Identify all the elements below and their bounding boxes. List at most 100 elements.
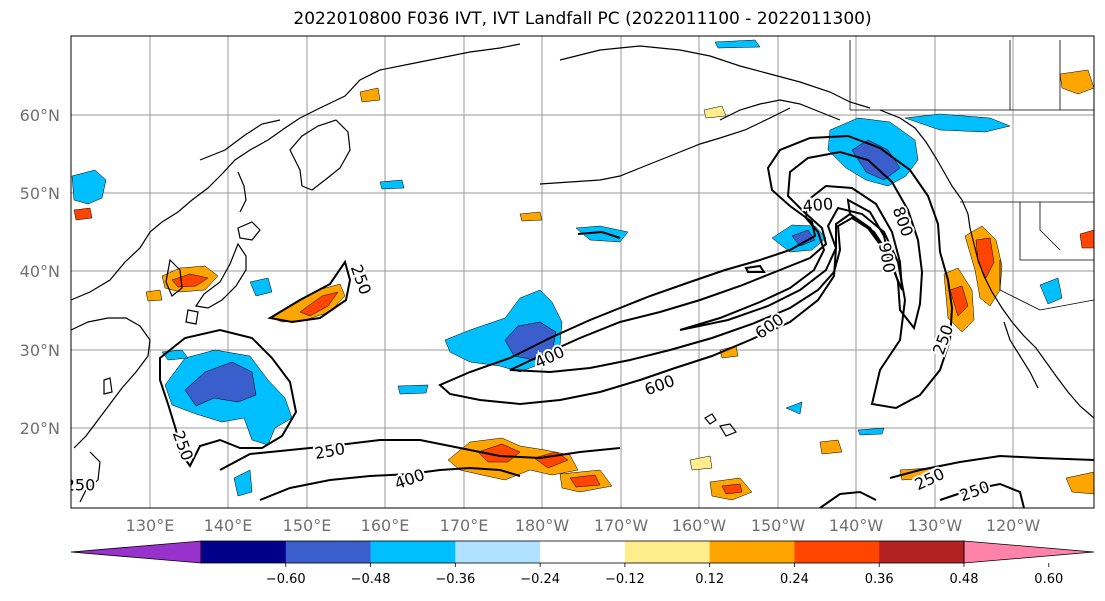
- contour-250-east: [889, 454, 1094, 479]
- pos-core-california-offshore: [949, 285, 969, 317]
- lon-label: 160°E: [361, 516, 410, 535]
- contour-250-south: [219, 439, 621, 471]
- coast-sakhalin: [237, 171, 247, 213]
- neg-region-japan-sea: [161, 349, 189, 361]
- pos-core-east-pacific: [721, 483, 743, 495]
- colorbar-segment: [794, 541, 880, 563]
- colorbar-segment: [455, 541, 541, 563]
- map-plot-area: [71, 36, 1094, 508]
- neg-region-small-a: [379, 179, 405, 190]
- coast-japan-kyushu: [185, 309, 199, 325]
- colorbar-segment: [709, 541, 795, 563]
- border-canada-provinces: [1009, 40, 1061, 110]
- graticule: [71, 36, 1094, 508]
- colorbar-segment: [540, 541, 626, 563]
- pos-region-east-tropics: [819, 439, 843, 455]
- pos-region-bering: [703, 105, 727, 119]
- lon-label: 130°W: [908, 516, 963, 535]
- lon-label: 160°W: [672, 516, 727, 535]
- contour-label: 400: [802, 194, 834, 216]
- neg-core-gulf-of-alaska: [851, 139, 901, 181]
- coast-philippines: [79, 451, 101, 503]
- coast-japan-honshu: [194, 242, 247, 309]
- neg-core-subtropical: [504, 321, 557, 361]
- colorbar-tick-label: −0.36: [435, 572, 475, 587]
- border-us-states-1: [1019, 202, 1094, 261]
- latitude-labels: 60°N 50°N 40°N 30°N 20°N: [20, 106, 60, 438]
- neg-region-hawaii-north: [575, 225, 629, 243]
- colorbar-extend-high: [963, 540, 1095, 564]
- contour-600-main: [679, 184, 903, 331]
- lon-label: 130°E: [126, 516, 175, 535]
- lat-label: 20°N: [20, 419, 60, 438]
- colorbar-segment: [879, 541, 965, 563]
- colorbar: −0.60 −0.48 −0.36 −0.24 −0.12 0.12 0.24 0.36 0.4…: [70, 540, 1095, 587]
- pos-region-small-e: [899, 467, 933, 481]
- colorbar-tick-label: −0.48: [351, 572, 391, 587]
- lon-label: 150°E: [283, 516, 332, 535]
- coast-japan-hokkaido: [237, 221, 261, 241]
- lon-label: 170°E: [440, 516, 489, 535]
- colorbar-extend-low: [70, 540, 202, 564]
- coast-hawaii: [704, 413, 737, 437]
- pos-region-small-f: [1079, 229, 1094, 249]
- coast-east-asia: [71, 43, 521, 301]
- contour-800: [846, 198, 891, 263]
- coast-china: [71, 317, 151, 449]
- political-borders: [849, 40, 1094, 311]
- pos-region-arctic: [359, 87, 381, 103]
- lat-label: 60°N: [20, 106, 60, 125]
- colorbar-tick-label: 0.60: [1034, 572, 1063, 587]
- colorbar-tick-label: −0.24: [520, 572, 560, 587]
- pos-region-small-d: [519, 211, 543, 222]
- neg-region-kamchatka-south: [71, 169, 107, 205]
- longitude-labels: 130°E 140°E 150°E 160°E 170°E 180°W 170°W 160°W…: [126, 516, 1041, 535]
- coast-korea: [165, 258, 183, 297]
- colorbar-segment: [370, 541, 456, 563]
- coast-kamchatka: [289, 119, 351, 191]
- coast-alaska-peninsula: [719, 99, 841, 121]
- coast-taiwan: [103, 377, 113, 395]
- pos-region-kamchatka: [73, 207, 93, 221]
- map-title: 2022010800 F036 IVT, IVT Landfall PC (20…: [293, 9, 872, 29]
- contour-250-west: [267, 259, 352, 324]
- contour-central-small: [744, 264, 766, 273]
- map-frame: [70, 35, 1095, 509]
- contour-250-main: [438, 134, 954, 410]
- lon-label: 170°W: [594, 516, 649, 535]
- neg-region-east-pacific-small: [857, 427, 885, 436]
- lon-label: 120°W: [986, 516, 1041, 535]
- neg-region-japan-east: [249, 277, 273, 297]
- pos-core-west-pacific: [299, 291, 339, 317]
- border-us-mexico: [1039, 299, 1094, 311]
- lat-label: 40°N: [20, 262, 60, 281]
- pos-region-central-2: [689, 455, 713, 471]
- coast-aleutians: [539, 107, 791, 185]
- lat-label: 30°N: [20, 341, 60, 360]
- contour-250-east-3: [819, 490, 877, 508]
- colorbar-tick-label: 0.48: [950, 572, 979, 587]
- pc-shading: [71, 39, 1094, 501]
- lon-label: 140°W: [829, 516, 884, 535]
- pos-region-west-small: [145, 289, 163, 302]
- border-us-states-2: [1039, 202, 1061, 251]
- colorbar-frame: [200, 540, 965, 564]
- ivt-contours: [159, 134, 1094, 508]
- contour-250-east-2: [939, 482, 1025, 508]
- colorbar-tick-label: −0.12: [605, 572, 645, 587]
- neg-core-philippine-sea: [184, 361, 257, 407]
- colorbar-tick-label: 0.36: [865, 572, 894, 587]
- contour-250-philippine: [159, 328, 298, 468]
- colorbar-segment: [624, 541, 711, 563]
- contour-400-main: [509, 150, 924, 374]
- coastlines: [71, 43, 1094, 503]
- contour-label: 250: [65, 476, 96, 495]
- pos-core-hawaii-south: [569, 474, 601, 488]
- contour-400-south: [259, 466, 521, 501]
- lon-label: 140°E: [204, 516, 253, 535]
- coast-okhotsk: [199, 119, 281, 161]
- coast-baja: [1003, 321, 1039, 389]
- lon-label: 150°W: [751, 516, 806, 535]
- contour-hawaii-north: [577, 230, 621, 239]
